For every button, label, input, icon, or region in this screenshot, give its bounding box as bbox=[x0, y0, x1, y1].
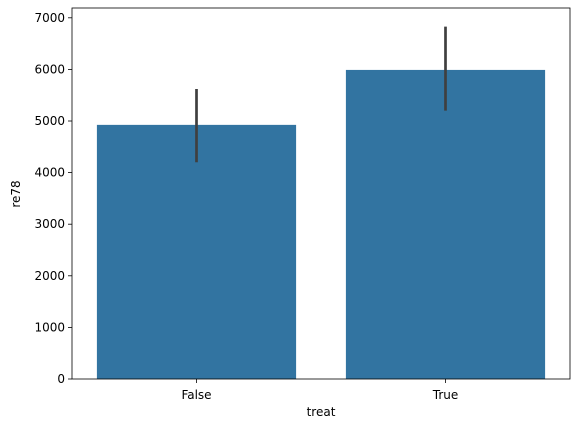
y-tick-label: 5000 bbox=[34, 114, 65, 128]
y-axis-label: re78 bbox=[9, 180, 23, 207]
x-tick-label: True bbox=[432, 388, 459, 402]
y-tick-label: 1000 bbox=[34, 320, 65, 334]
y-tick-label: 6000 bbox=[34, 62, 65, 76]
y-tick-label: 0 bbox=[57, 372, 65, 386]
x-tick-label: False bbox=[181, 388, 211, 402]
plot-frame bbox=[71, 7, 571, 380]
bar bbox=[345, 69, 546, 379]
x-axis-label: treat bbox=[307, 405, 336, 419]
y-tick-label: 4000 bbox=[34, 166, 65, 180]
y-tick-label: 7000 bbox=[34, 11, 65, 25]
y-tick-label: 3000 bbox=[34, 217, 65, 231]
y-tick-label: 2000 bbox=[34, 269, 65, 283]
bar bbox=[96, 124, 297, 379]
